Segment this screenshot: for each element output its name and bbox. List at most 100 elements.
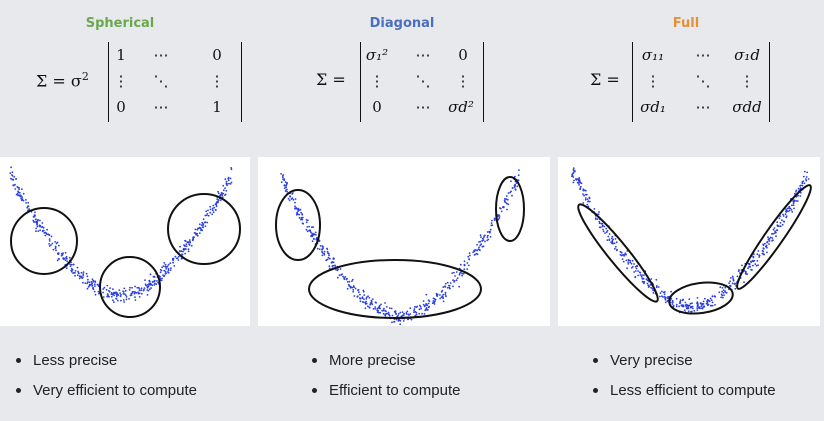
data-point bbox=[468, 252, 471, 255]
data-point bbox=[516, 185, 519, 188]
data-point bbox=[134, 296, 136, 299]
data-point bbox=[298, 217, 301, 219]
data-point bbox=[138, 296, 141, 298]
data-point bbox=[192, 238, 195, 241]
data-point bbox=[455, 279, 458, 282]
data-point bbox=[756, 253, 759, 256]
data-point bbox=[41, 222, 44, 224]
data-point bbox=[310, 231, 312, 234]
data-point bbox=[142, 289, 145, 292]
data-point bbox=[363, 298, 365, 301]
data-point bbox=[318, 248, 321, 251]
data-point bbox=[225, 189, 228, 192]
data-point bbox=[476, 243, 478, 246]
data-point bbox=[109, 287, 111, 289]
data-point bbox=[364, 307, 367, 310]
data-point bbox=[752, 264, 754, 267]
matrix-cell: ⋮ bbox=[739, 72, 755, 90]
data-point bbox=[749, 265, 752, 268]
data-point bbox=[82, 271, 85, 273]
data-point bbox=[758, 254, 761, 256]
data-point bbox=[425, 293, 428, 296]
data-point bbox=[311, 233, 314, 235]
data-point bbox=[326, 248, 329, 250]
data-point bbox=[663, 295, 666, 298]
data-point bbox=[414, 305, 416, 308]
data-point bbox=[44, 231, 46, 234]
data-point bbox=[374, 307, 376, 310]
data-point bbox=[157, 281, 159, 284]
data-point bbox=[748, 263, 751, 265]
data-point bbox=[364, 303, 367, 305]
data-point bbox=[602, 230, 605, 233]
scatter-points bbox=[571, 167, 810, 314]
data-point bbox=[305, 228, 308, 231]
data-point bbox=[386, 306, 388, 308]
data-point bbox=[436, 293, 439, 296]
data-point bbox=[797, 187, 800, 190]
data-point bbox=[514, 188, 517, 191]
data-point bbox=[25, 202, 27, 204]
data-point bbox=[699, 302, 702, 305]
data-point bbox=[418, 312, 421, 315]
data-point bbox=[582, 193, 584, 195]
data-point bbox=[70, 269, 73, 272]
data-point bbox=[315, 234, 317, 236]
data-point bbox=[458, 285, 460, 288]
data-point bbox=[154, 282, 156, 285]
data-point bbox=[27, 201, 30, 204]
data-point bbox=[791, 204, 793, 207]
data-point bbox=[718, 291, 721, 294]
data-point bbox=[346, 287, 349, 290]
data-point bbox=[148, 283, 151, 286]
data-point bbox=[164, 266, 167, 268]
data-point bbox=[792, 204, 795, 207]
data-point bbox=[366, 305, 369, 308]
data-point bbox=[652, 291, 655, 294]
data-point bbox=[493, 219, 496, 221]
data-point bbox=[765, 245, 767, 248]
data-point bbox=[204, 214, 207, 217]
data-point bbox=[756, 260, 759, 262]
data-point bbox=[388, 307, 391, 310]
data-point bbox=[605, 231, 608, 234]
data-point bbox=[388, 313, 390, 315]
data-point bbox=[709, 304, 712, 307]
data-point bbox=[37, 218, 39, 221]
data-point bbox=[188, 239, 191, 241]
data-point bbox=[120, 293, 122, 296]
data-point bbox=[409, 313, 412, 315]
data-point bbox=[110, 295, 113, 298]
data-point bbox=[607, 235, 610, 238]
data-point bbox=[48, 240, 51, 242]
data-point bbox=[167, 263, 170, 266]
data-point bbox=[11, 174, 14, 177]
data-point bbox=[90, 281, 93, 283]
matrix-cell: ⋮ bbox=[209, 72, 225, 90]
data-point bbox=[751, 259, 754, 262]
data-point bbox=[94, 293, 97, 296]
data-point bbox=[634, 265, 637, 268]
data-point bbox=[785, 208, 787, 211]
data-point bbox=[326, 250, 329, 253]
data-point bbox=[612, 238, 615, 241]
data-point bbox=[762, 243, 764, 246]
data-point bbox=[18, 194, 21, 197]
data-point bbox=[805, 178, 807, 180]
data-point bbox=[74, 272, 76, 274]
data-point bbox=[706, 303, 709, 305]
data-point bbox=[147, 289, 150, 292]
data-point bbox=[806, 171, 808, 174]
list-item: Efficient to compute bbox=[312, 380, 460, 410]
data-point bbox=[664, 297, 666, 300]
data-point bbox=[655, 286, 658, 289]
data-point bbox=[444, 291, 447, 294]
data-point bbox=[744, 270, 747, 273]
data-point bbox=[615, 241, 618, 244]
data-point bbox=[399, 319, 402, 322]
data-point bbox=[767, 238, 770, 241]
data-point bbox=[506, 202, 508, 205]
bullet-dot bbox=[16, 388, 21, 393]
data-point bbox=[505, 198, 508, 201]
matrix-cell: ⋯ bbox=[153, 98, 169, 116]
